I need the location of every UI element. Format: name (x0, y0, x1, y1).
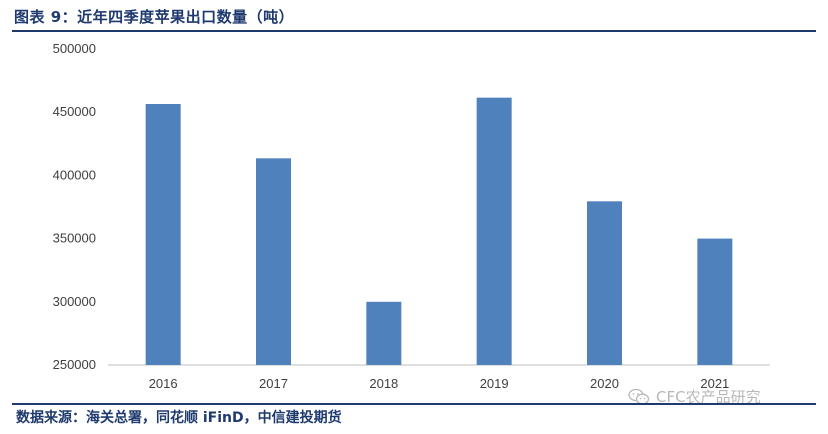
y-tick-label: 400000 (53, 167, 96, 182)
y-tick-label: 500000 (53, 41, 96, 56)
bar-2017 (256, 158, 291, 365)
bar-2019 (476, 97, 512, 365)
bar-2021 (697, 238, 733, 365)
x-tick-label: 2020 (590, 376, 619, 391)
x-tick-label: 2016 (149, 376, 178, 391)
watermark-text: CFC农产品研究 (656, 388, 761, 406)
x-tick-label: 2021 (700, 376, 729, 391)
wechat-icon (628, 388, 650, 404)
bar-2016 (145, 103, 181, 365)
x-axis-ticks: 2016 2017 2018 2019 2020 2021 (149, 376, 730, 391)
y-axis-ticks: 250000 300000 350000 400000 450000 500000 (53, 41, 96, 372)
x-tick-label: 2018 (369, 376, 398, 391)
source-rule (12, 403, 816, 405)
bar-2018 (366, 301, 402, 365)
y-tick-label: 250000 (53, 357, 96, 372)
y-tick-label: 300000 (53, 294, 96, 309)
bar-2020 (587, 201, 622, 365)
y-tick-label: 450000 (53, 104, 96, 119)
title-underline (12, 30, 816, 32)
watermark: CFC农产品研究 (628, 386, 761, 407)
x-tick-label: 2019 (480, 376, 509, 391)
chart-title: 图表 9：近年四季度苹果出口数量（吨） (14, 8, 295, 26)
y-tick-label: 350000 (53, 231, 96, 246)
x-tick-label: 2017 (259, 376, 288, 391)
bars (145, 97, 733, 365)
source-note: 数据来源：海关总署，同花顺 iFinD，中信建投期货 (16, 410, 342, 426)
